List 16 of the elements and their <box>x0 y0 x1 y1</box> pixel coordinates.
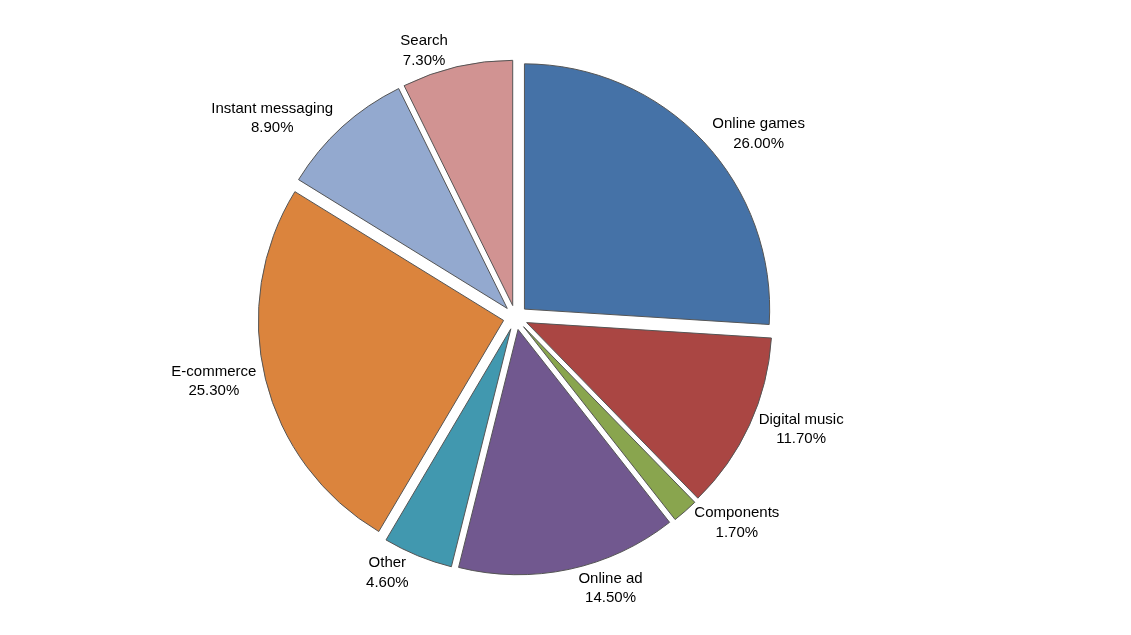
slice-label: Instant messaging <box>211 98 334 116</box>
slice-label: Digital music <box>758 409 845 427</box>
slice-label: Online ad <box>578 568 643 586</box>
data-label: 8.90% <box>250 118 294 136</box>
slice-label: E-commerce <box>171 361 257 379</box>
data-label: 1.70% <box>715 522 759 540</box>
data-label: 26.00% <box>733 133 785 151</box>
data-label: 14.50% <box>585 588 636 606</box>
slice-label: Search <box>400 31 448 49</box>
data-label: 7.30% <box>402 50 446 68</box>
slice-label: Components <box>694 503 780 521</box>
data-label: 4.60% <box>366 572 409 590</box>
slice-label: Other <box>368 553 407 571</box>
data-label: 25.30% <box>188 381 240 399</box>
data-label: 11.70% <box>776 429 827 447</box>
slice-label: Online games <box>712 114 805 132</box>
